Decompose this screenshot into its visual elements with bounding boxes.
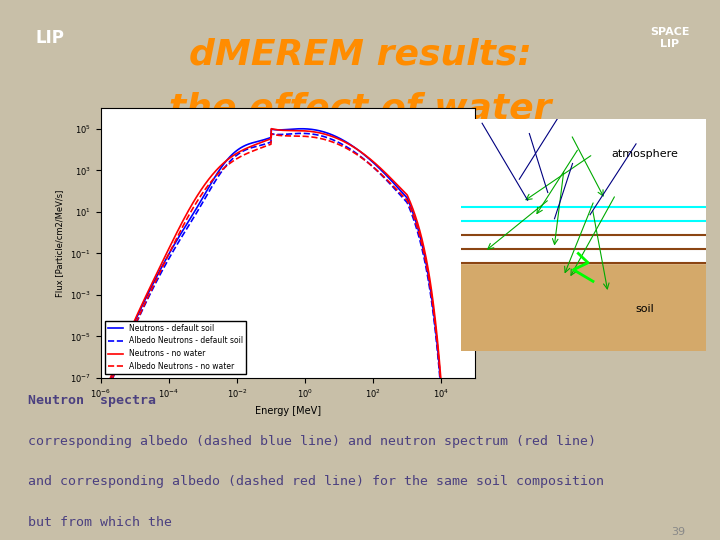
Neutrons - no water [471, 394, 480, 401]
Text: 39: 39 [671, 526, 685, 537]
Text: corresponding albedo (dashed blue line) and neutron spectrum (red line): corresponding albedo (dashed blue line) … [28, 435, 596, 448]
Text: the effect of water: the effect of water [168, 92, 552, 126]
Neutrons - no water [248, 143, 256, 149]
Neutrons - no water [395, 184, 404, 191]
Text: dMEREM results:: dMEREM results: [189, 38, 531, 72]
Neutrons - default soil [395, 187, 404, 193]
Albedo Neutrons - default soil [261, 140, 270, 147]
Albedo Neutrons - no water [261, 143, 270, 150]
Albedo Neutrons - default soil [297, 130, 305, 137]
Neutrons - no water [96, 394, 105, 401]
Line: Albedo Neutrons - default soil: Albedo Neutrons - default soil [101, 133, 475, 402]
Text: and corresponding albedo (dashed red line) for the same soil composition: and corresponding albedo (dashed red lin… [28, 475, 604, 488]
X-axis label: Energy [MeV]: Energy [MeV] [255, 406, 321, 416]
Text: Neutron  spectra: Neutron spectra [28, 394, 156, 407]
Bar [461, 119, 706, 263]
Bar [461, 263, 706, 351]
Neutrons - no water [267, 125, 276, 132]
Text: soil: soil [635, 304, 654, 314]
Albedo Neutrons - no water [248, 148, 256, 154]
Line: Neutrons - default soil: Neutrons - default soil [101, 129, 475, 397]
Albedo Neutrons - no water [96, 400, 105, 406]
Text: but from which the: but from which the [28, 516, 188, 529]
Albedo Neutrons - no water [267, 131, 276, 137]
Albedo Neutrons - default soil [354, 152, 363, 158]
Albedo Neutrons - no water [471, 400, 480, 406]
Neutrons - no water [354, 147, 363, 153]
Neutrons - default soil [261, 136, 270, 143]
Neutrons - no water [389, 177, 397, 184]
Legend: Neutrons - default soil, Albedo Neutrons - default soil, Neutrons - no water, Al: Neutrons - default soil, Albedo Neutrons… [104, 321, 246, 374]
Line: Neutrons - no water: Neutrons - no water [101, 129, 475, 397]
Line: Albedo Neutrons - no water: Albedo Neutrons - no water [101, 134, 475, 403]
Neutrons - default soil [297, 125, 305, 132]
Y-axis label: Flux [Particle/cm2/MeV/s]: Flux [Particle/cm2/MeV/s] [55, 190, 65, 296]
Albedo Neutrons - no water [395, 190, 404, 196]
Text: atmosphere: atmosphere [611, 148, 678, 159]
Albedo Neutrons - default soil [248, 144, 256, 151]
Albedo Neutrons - default soil [135, 314, 143, 320]
Text: LIP: LIP [36, 29, 65, 47]
Neutrons - no water [135, 307, 143, 314]
Albedo Neutrons - default soil [395, 191, 404, 198]
Neutrons - default soil [96, 394, 105, 401]
Neutrons - default soil [471, 394, 480, 401]
Albedo Neutrons - no water [135, 313, 143, 319]
Neutrons - default soil [248, 140, 256, 146]
Albedo Neutrons - no water [354, 152, 363, 159]
Albedo Neutrons - default soil [471, 399, 480, 406]
Neutrons - default soil [354, 147, 363, 153]
Neutrons - default soil [135, 309, 143, 316]
Albedo Neutrons - default soil [389, 184, 397, 191]
Albedo Neutrons - default soil [96, 399, 105, 406]
Neutrons - default soil [389, 179, 397, 186]
Neutrons - no water [261, 138, 270, 144]
Albedo Neutrons - no water [389, 183, 397, 189]
Text: SPACE
LIP: SPACE LIP [650, 27, 689, 49]
